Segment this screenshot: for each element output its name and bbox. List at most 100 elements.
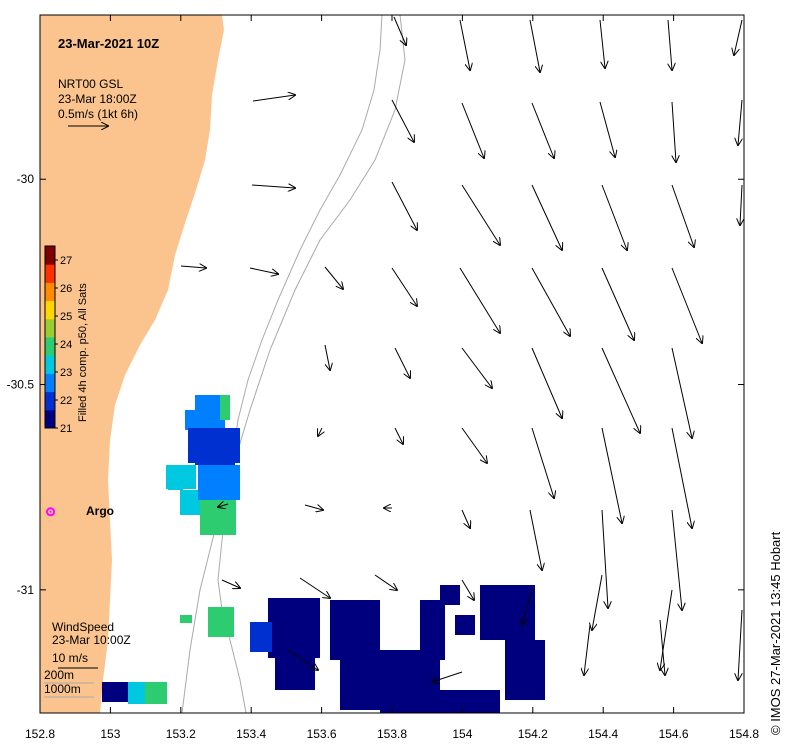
colorbar-tick-label: 23	[60, 367, 72, 379]
current-arrow	[324, 344, 330, 370]
current-arrow	[252, 95, 295, 102]
current-arrow	[299, 577, 330, 598]
colorbar-tick-label: 26	[60, 283, 72, 295]
sst-cell	[455, 615, 475, 635]
sst-cell	[380, 690, 500, 713]
sst-cell	[168, 475, 183, 490]
axis-ticks: 152.8 153 153.2 153.4 153.6 153.8 154 154.2 154.…	[7, 15, 759, 741]
current-arrow	[531, 267, 570, 336]
current-arrow	[531, 102, 554, 158]
current-arrow	[660, 589, 673, 670]
lon-tick-label: 154.2	[518, 727, 548, 741]
lon-tick-label: 153.6	[307, 727, 337, 741]
current-product: NRT00 GSL	[58, 77, 123, 91]
sst-cell	[420, 600, 445, 660]
current-arrow	[461, 102, 484, 158]
depth-200-label: 200m	[44, 668, 74, 682]
current-arrow	[592, 574, 603, 630]
sst-cell	[220, 395, 230, 420]
current-arrow	[251, 185, 295, 188]
current-arrow	[601, 427, 622, 523]
sst-cell	[195, 445, 235, 465]
colorbar-frame	[44, 245, 56, 429]
sst-cell	[198, 465, 240, 500]
sst-cell	[185, 410, 225, 430]
lat-tick-label: -31	[17, 583, 35, 597]
current-arrow	[601, 267, 634, 340]
colorbar-tick-label: 21	[60, 423, 72, 435]
current-arrow	[531, 427, 554, 498]
current-arrow	[529, 509, 542, 570]
colorbar-tick-label: 22	[60, 395, 72, 407]
current-arrow	[391, 99, 414, 142]
current-arrow	[318, 427, 322, 436]
sst-cell	[275, 640, 315, 690]
sst-cell	[180, 615, 192, 623]
current-arrow	[324, 266, 343, 289]
current-scale: 0.5m/s (1kt 6h)	[58, 107, 138, 121]
current-arrow	[304, 505, 323, 510]
lon-tick-label: 154.4	[588, 727, 618, 741]
colorbar-swatch	[45, 391, 55, 411]
current-arrow	[394, 427, 403, 444]
lon-tick-label: 154	[452, 727, 472, 741]
wind-title: WindSpeed	[52, 620, 114, 634]
colorbar-tick-label: 24	[60, 339, 72, 351]
argo-label: Argo	[86, 504, 114, 518]
lon-tick-label: 153.2	[166, 727, 196, 741]
lon-tick-label: 154.8	[729, 727, 759, 741]
colorbar-tick-label: 27	[60, 255, 72, 267]
sst-cell	[102, 682, 130, 702]
current-arrow	[601, 509, 608, 608]
current-arrow	[531, 184, 562, 250]
isobath-1000m	[181, 15, 406, 713]
current-arrow	[738, 99, 742, 145]
sst-cell	[128, 682, 148, 704]
lon-tick-label: 153	[100, 727, 120, 741]
sst-cell	[480, 585, 535, 640]
current-arrow	[461, 347, 492, 388]
current-arrow	[671, 427, 692, 528]
lon-tick-label: 152.8	[25, 727, 55, 741]
current-arrow	[740, 184, 742, 225]
current-arrow	[671, 267, 702, 343]
current-arrow	[601, 184, 627, 250]
current-arrow	[522, 589, 533, 625]
current-arrow	[599, 101, 615, 157]
current-arrow	[599, 19, 605, 68]
sst-cell	[440, 585, 460, 605]
current-arrow	[391, 267, 417, 306]
current-arrow	[531, 347, 562, 418]
current-arrow	[529, 19, 540, 72]
current-arrow	[374, 574, 397, 590]
current-arrow	[671, 509, 682, 610]
current-arrow	[601, 347, 640, 433]
sst-cell	[208, 607, 234, 637]
current-arrow	[391, 181, 417, 230]
lon-tick-label: 154.6	[659, 727, 689, 741]
current-arrow	[734, 19, 743, 55]
current-arrow	[459, 19, 470, 70]
current-arrow	[394, 347, 410, 378]
current-arrow	[221, 579, 240, 588]
wind-scale: 10 m/s	[52, 651, 88, 665]
sst-patches	[102, 395, 545, 713]
current-arrow	[287, 649, 318, 670]
current-arrow	[584, 624, 591, 675]
argo-marker	[46, 507, 56, 517]
colorbar-swatch	[45, 373, 55, 393]
land-mass	[40, 15, 224, 713]
current-arrow	[393, 16, 406, 45]
lat-tick-label: -30	[17, 172, 35, 186]
colorbar: 21 22 23 24 25 26 27	[44, 245, 72, 435]
depth-1000-label: 1000m	[44, 682, 81, 696]
colorbar-swatch	[45, 246, 55, 265]
current-time: 23-Mar 18:00Z	[58, 92, 137, 106]
current-arrow	[218, 504, 229, 507]
current-arrow	[180, 266, 206, 268]
sst-cell	[200, 500, 236, 535]
colorbar-swatch	[45, 300, 55, 320]
map-title: 23-Mar-2021 10Z	[58, 36, 159, 51]
current-arrow	[461, 184, 500, 245]
